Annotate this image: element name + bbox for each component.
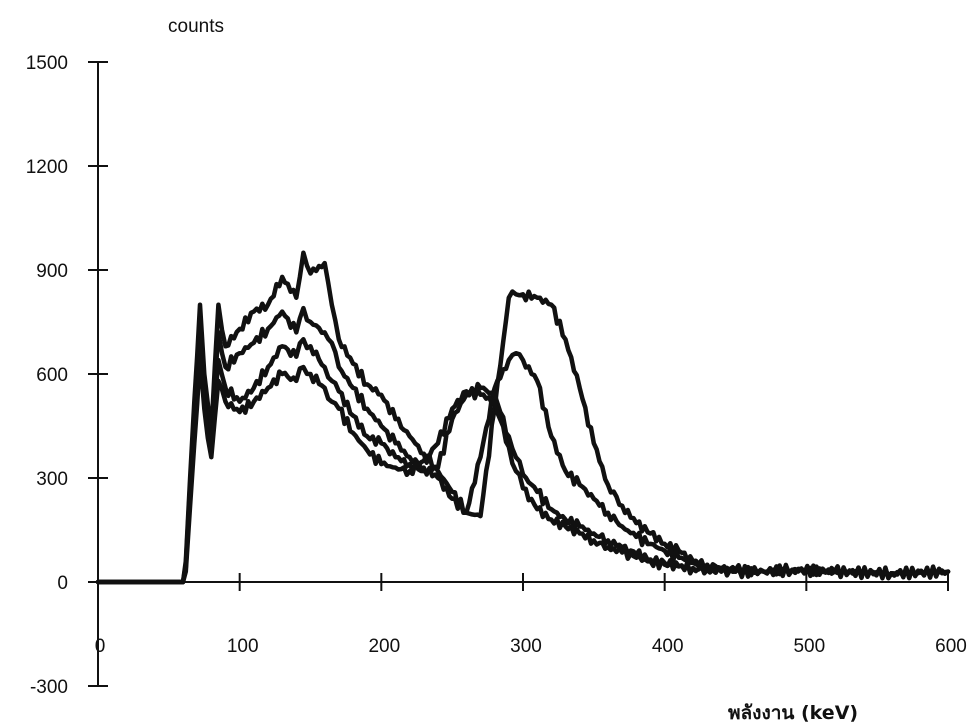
series-line-2 [95, 305, 951, 585]
x-tick-label: 300 [510, 636, 542, 657]
y-tick-label: 600 [36, 365, 68, 386]
x-tick-label: 500 [793, 636, 825, 657]
x-axis-title: พลังงาน (keV) [728, 702, 858, 724]
y-tick-label: 0 [57, 573, 68, 594]
series-line-1 [95, 250, 951, 585]
series-line-4 [95, 354, 951, 585]
series-group [95, 250, 951, 585]
x-tick-label: 0 [95, 636, 106, 657]
y-tick-label: -300 [30, 677, 68, 698]
series-line-3 [95, 337, 951, 585]
x-tick-label: 400 [652, 636, 684, 657]
x-tick-label: 200 [368, 636, 400, 657]
y-tick-label: 300 [36, 469, 68, 490]
y-tick-label: 1500 [26, 53, 68, 74]
y-axis-title: counts [168, 16, 224, 37]
x-tick-label: 100 [227, 636, 259, 657]
axes [97, 62, 948, 686]
y-tick-label: 1200 [26, 157, 68, 178]
x-tick-label: 600 [935, 636, 967, 657]
y-tick-label: 900 [36, 261, 68, 282]
ticks: 1500 1200 900 600 300 0 -300 0 100 200 300 400 500 60… [26, 53, 967, 698]
